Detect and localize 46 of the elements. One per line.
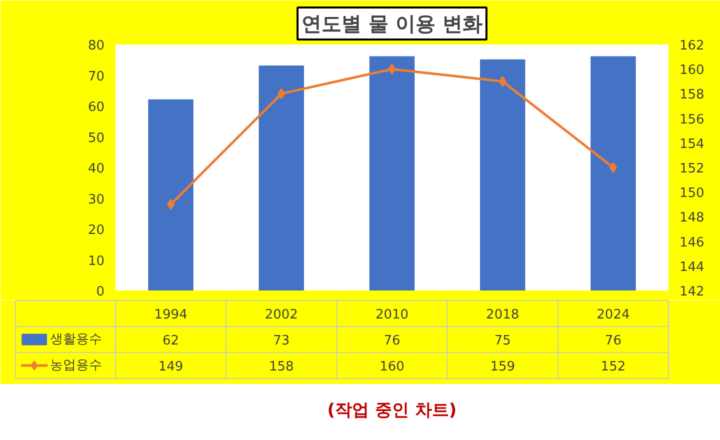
point xyxy=(166,198,175,210)
data-label: 160 xyxy=(380,360,404,374)
data-label: 75 xyxy=(494,334,511,348)
y-tick-label: 60 xyxy=(88,100,105,115)
point xyxy=(609,162,618,173)
chart-title: 연도별 물 이용 변화 xyxy=(302,12,482,36)
x-tick-label: 2018 xyxy=(486,308,520,322)
y2-tick-label: 158 xyxy=(680,88,704,103)
y2-tick-label: 144 xyxy=(680,260,704,275)
data-label: 76 xyxy=(384,334,400,348)
y-tick-label: 40 xyxy=(88,162,105,176)
data-label: 149 xyxy=(158,360,184,374)
y2-tick-label: 148 xyxy=(680,210,704,226)
y2-tick-label: 156 xyxy=(680,112,704,128)
y-tick-label: 70 xyxy=(88,69,105,84)
y2-tick-label: 152 xyxy=(680,162,704,176)
y2-tick-label: 146 xyxy=(680,235,704,250)
y2-tick-label: 162 xyxy=(680,38,704,54)
legend-label: 농업용수 xyxy=(50,358,102,373)
x-tick-label: 2010 xyxy=(375,308,409,322)
x-tick-label: 2024 xyxy=(596,308,630,322)
y2-tick-label: 142 xyxy=(680,284,704,300)
bar xyxy=(148,99,194,290)
y2-tick-label: 150 xyxy=(680,186,704,202)
bar xyxy=(480,59,526,290)
y-tick-label: 20 xyxy=(88,223,105,238)
y2-tick-label: 160 xyxy=(680,63,704,78)
data-label: 76 xyxy=(604,334,622,348)
bar xyxy=(590,56,636,290)
y-tick-label: 80 xyxy=(88,38,105,54)
data-label: 152 xyxy=(600,360,626,374)
bar xyxy=(258,66,304,290)
data-label: 158 xyxy=(268,360,294,374)
bar xyxy=(369,56,415,290)
legend-label: 생활용수 xyxy=(50,332,102,347)
y-tick-label: 30 xyxy=(88,192,105,208)
x-tick-label: 1994 xyxy=(154,308,188,322)
text: (작업 중인 차트) xyxy=(327,400,457,420)
y-tick-label: 50 xyxy=(88,130,105,146)
data-label: 62 xyxy=(162,334,180,348)
y2-tick-label: 154 xyxy=(680,136,704,152)
data-label: 73 xyxy=(273,334,290,348)
y-tick-label: 0 xyxy=(96,284,105,300)
data-label: 159 xyxy=(490,360,516,374)
x-tick-label: 2002 xyxy=(264,308,298,322)
y-tick-label: 10 xyxy=(88,254,105,269)
